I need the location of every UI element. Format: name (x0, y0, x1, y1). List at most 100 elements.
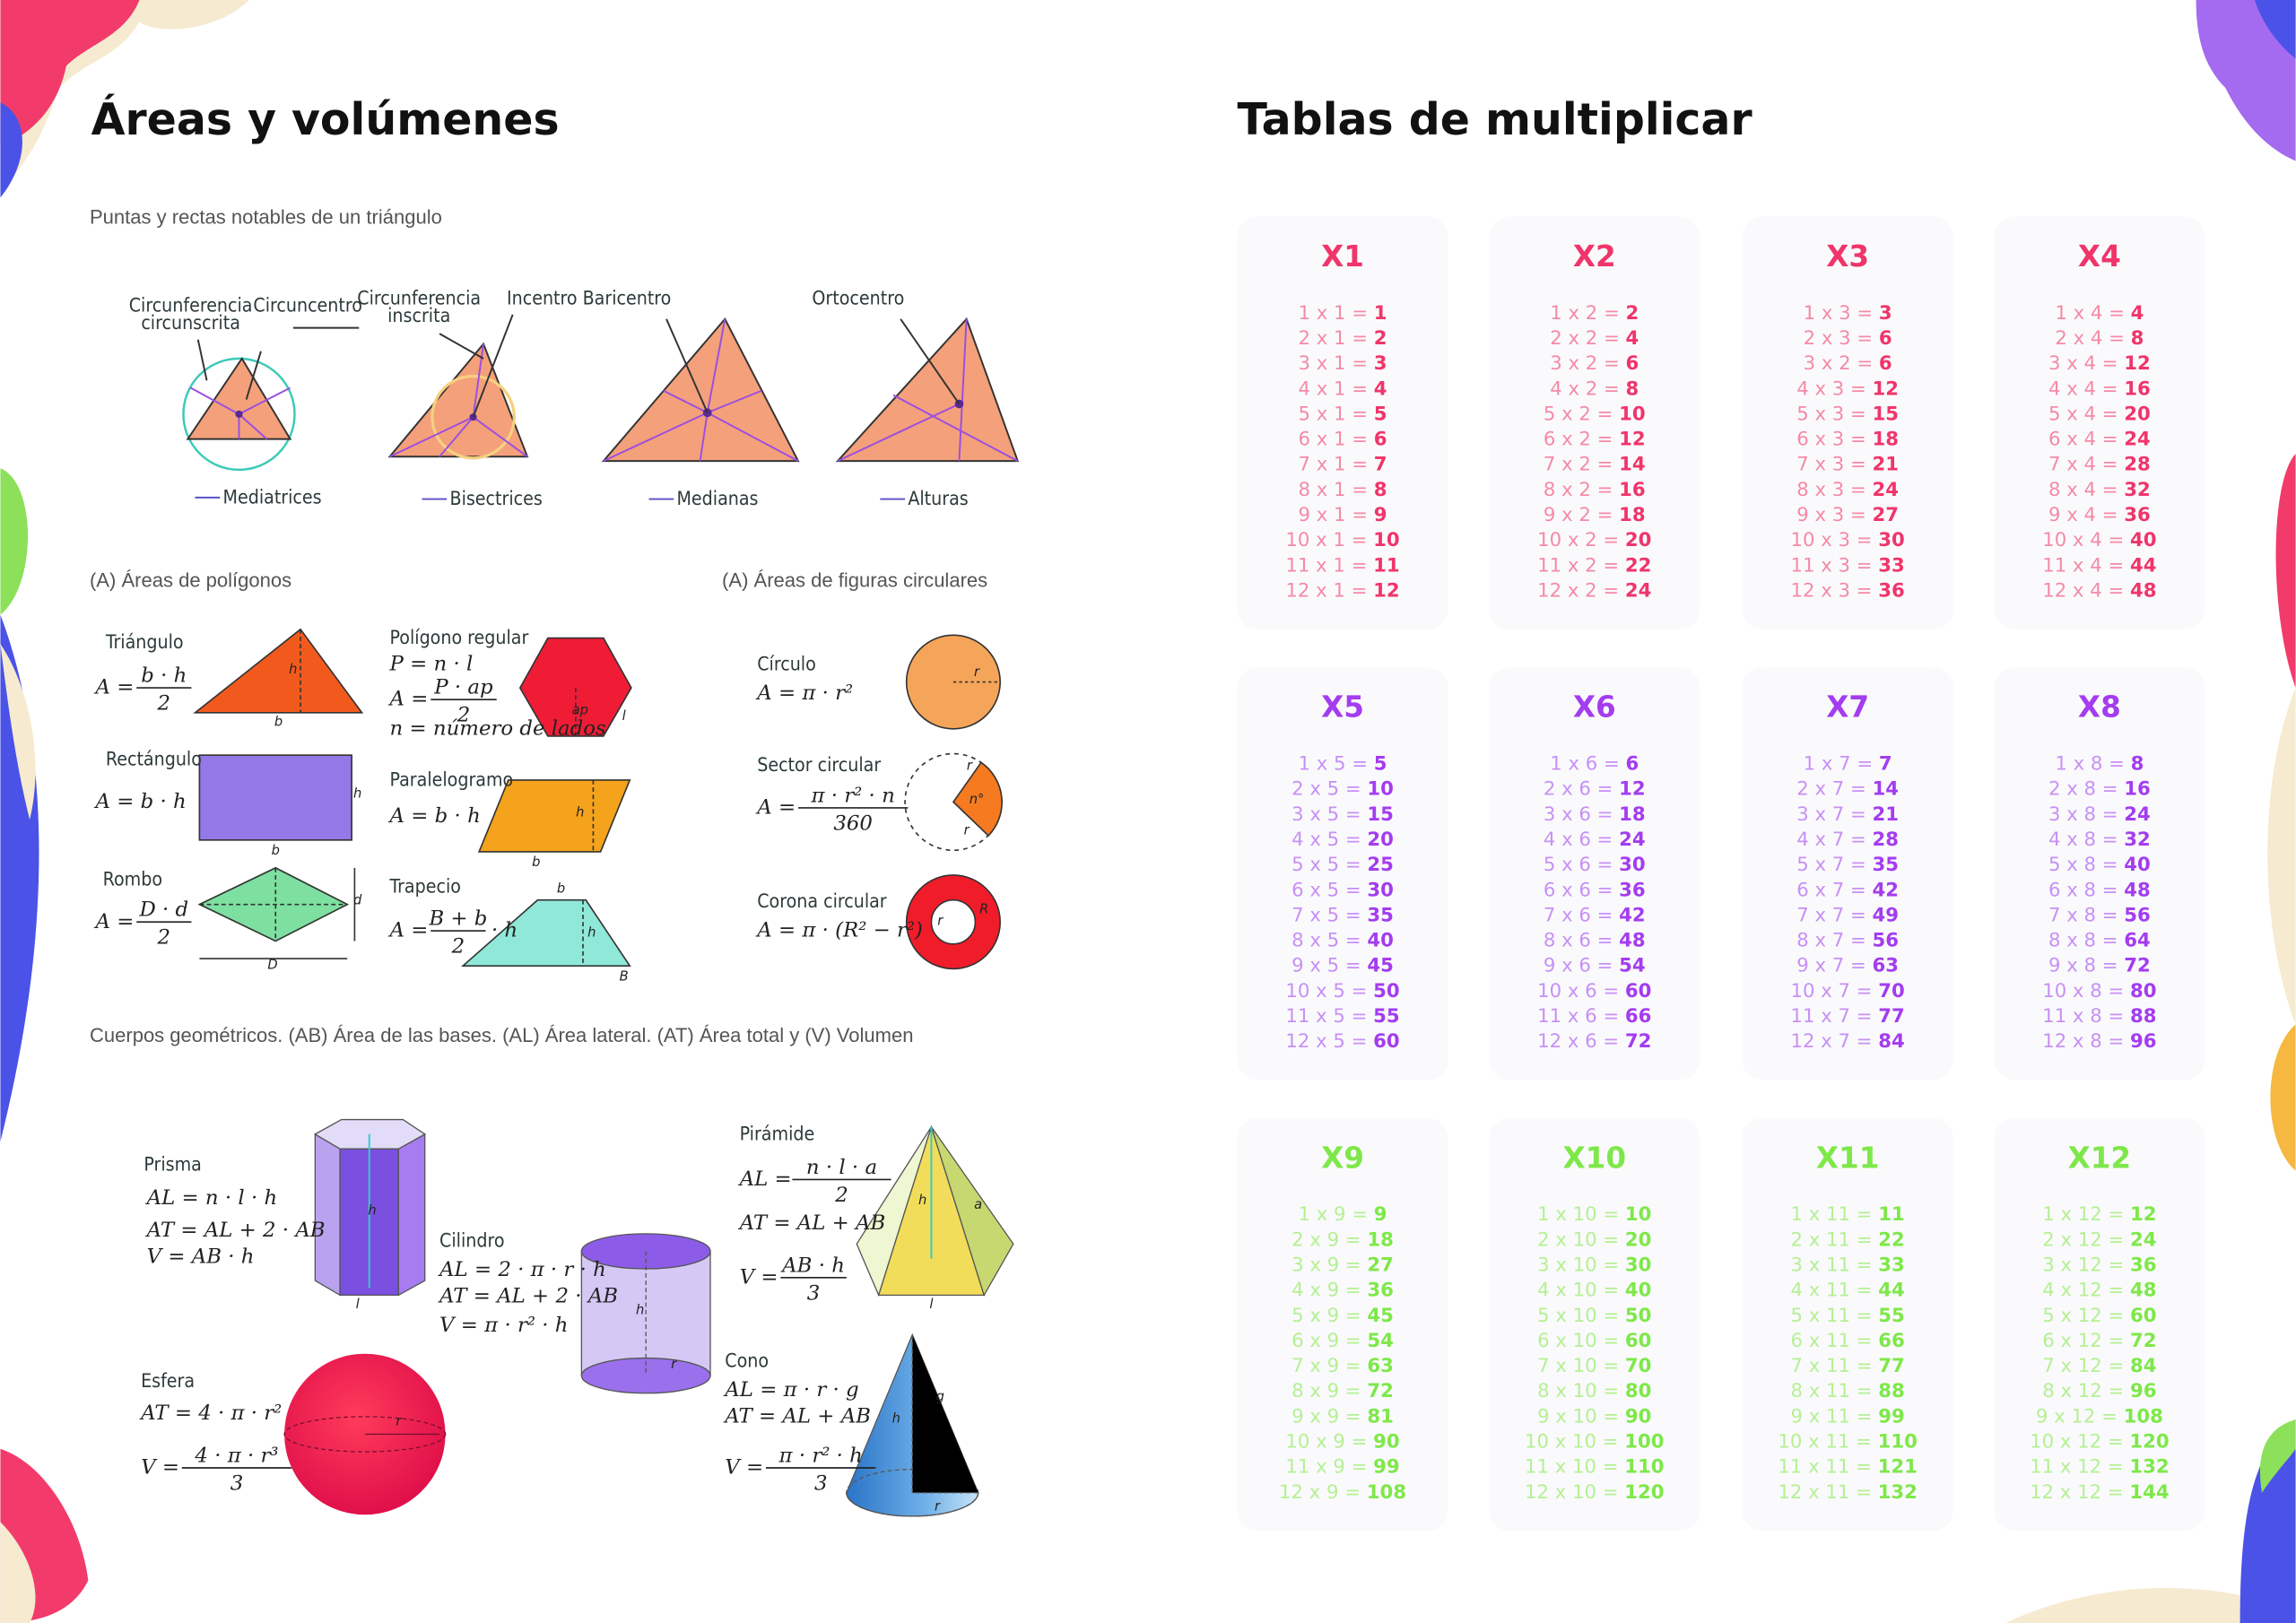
row-result: 110 (1624, 1456, 1664, 1479)
row-result: 55 (1373, 1005, 1400, 1028)
table-row: 12 x 1 = 12 (1285, 579, 1399, 602)
table-card: X61 x 6 = 62 x 6 = 123 x 6 = 184 x 6 = 2… (1489, 667, 1700, 1081)
row-result: 90 (1625, 1405, 1652, 1428)
row-result: 84 (2130, 1355, 2157, 1377)
row-expression: 9 x 2 = (1544, 504, 1613, 526)
row-expression: 1 x 2 = (1550, 302, 1620, 325)
row-result: 15 (1367, 803, 1394, 826)
diagram-label: Ortocentro (812, 287, 904, 309)
row-expression: 11 x 1 = (1285, 554, 1367, 577)
table-row: 11 x 3 = 33 (1791, 554, 1905, 577)
row-expression: 1 x 7 = (1804, 752, 1874, 775)
row-expression: 5 x 8 = (2048, 854, 2118, 876)
row-result: 63 (1873, 955, 1900, 977)
table-row: 6 x 8 = 48 (2048, 879, 2151, 901)
table-row: 2 x 7 = 14 (1796, 778, 1899, 801)
row-expression: 8 x 1 = (1299, 479, 1369, 501)
row-result: 16 (1619, 479, 1646, 501)
formula-denominator: 2 (157, 692, 171, 716)
row-expression: 10 x 6 = (1537, 980, 1619, 1002)
row-result: 80 (1625, 1380, 1652, 1402)
formula-denominator: 2 (457, 704, 471, 727)
row-result: 10 (1367, 778, 1394, 801)
table-row: 1 x 1 = 1 (1299, 302, 1387, 325)
formula: AT = AL + 2 · AB (438, 1285, 618, 1308)
table-row: 5 x 4 = 20 (2048, 403, 2151, 425)
row-result: 30 (1878, 529, 1905, 551)
dimension-label: r (964, 822, 970, 838)
row-expression: 7 x 10 = (1537, 1355, 1619, 1377)
row-expression: 8 x 7 = (1796, 930, 1866, 952)
row-result: 60 (1373, 1030, 1400, 1053)
row-result: 2 (1374, 327, 1387, 350)
row-result: 3 (1374, 352, 1387, 375)
formula: AL = π · r · g (723, 1378, 858, 1402)
row-result: 1 (1374, 302, 1387, 325)
row-result: 25 (1367, 854, 1394, 876)
diagram-label: inscrita (387, 305, 450, 327)
table-row: 4 x 1 = 4 (1299, 378, 1387, 400)
table-row: 9 x 9 = 81 (1292, 1405, 1394, 1428)
row-result: 70 (1625, 1355, 1652, 1377)
row-expression: 2 x 2 = (1550, 327, 1620, 350)
formula: A = (388, 688, 429, 711)
table-card: X41 x 4 = 42 x 4 = 83 x 4 = 124 x 4 = 16… (1994, 216, 2205, 629)
row-result: 4 (2131, 302, 2144, 325)
row-expression: 3 x 11 = (1791, 1254, 1873, 1276)
formula-numerator: B + b (428, 907, 487, 930)
row-result: 18 (1619, 504, 1646, 526)
row-expression: 8 x 6 = (1544, 930, 1613, 952)
row-result: 16 (2124, 378, 2151, 400)
table-row: 8 x 12 = 96 (2042, 1380, 2156, 1402)
table-row: 2 x 3 = 6 (1804, 327, 1892, 350)
row-result: 66 (1625, 1005, 1652, 1028)
row-expression: 1 x 9 = (1299, 1203, 1369, 1226)
formula-numerator: P · ap (433, 676, 493, 699)
table-card: X81 x 8 = 82 x 8 = 163 x 8 = 244 x 8 = 3… (1994, 667, 2205, 1081)
row-expression: 12 x 8 = (2042, 1030, 2124, 1053)
table-row: 3 x 11 = 33 (1791, 1254, 1905, 1276)
table-row: 10 x 1 = 10 (1285, 529, 1399, 551)
row-expression: 6 x 10 = (1537, 1330, 1619, 1352)
table-row: 11 x 2 = 22 (1537, 554, 1651, 577)
table-row: 3 x 1 = 3 (1299, 352, 1387, 375)
row-result: 120 (1624, 1481, 1664, 1504)
table-row: 10 x 2 = 20 (1537, 529, 1651, 551)
row-result: 12 (1373, 579, 1400, 602)
table-row: 10 x 4 = 40 (2042, 529, 2156, 551)
formula: · h (491, 919, 517, 942)
table-row: 5 x 10 = 50 (1537, 1305, 1651, 1327)
formula: n = número de lados (390, 716, 606, 740)
formula: A = (94, 910, 135, 933)
row-result: 110 (1878, 1431, 1918, 1454)
row-expression: 9 x 9 = (1292, 1405, 1361, 1428)
row-expression: 3 x 2 = (1550, 352, 1620, 375)
row-result: 108 (2124, 1405, 2163, 1428)
diagram-label: Circunferencia (129, 295, 253, 317)
table-row: 1 x 2 = 2 (1550, 302, 1639, 325)
row-result: 60 (1625, 1330, 1652, 1352)
table-row: 9 x 7 = 63 (1796, 955, 1899, 977)
table-row: 3 x 5 = 15 (1292, 803, 1394, 826)
row-result: 28 (2124, 454, 2151, 476)
table-row: 1 x 7 = 7 (1804, 752, 1892, 775)
formula: P = n · l (389, 653, 474, 676)
formula: AT = AL + AB (723, 1404, 871, 1428)
row-expression: 1 x 1 = (1299, 302, 1369, 325)
row-result: 12 (1619, 429, 1646, 451)
table-row: 7 x 9 = 63 (1292, 1355, 1394, 1377)
row-expression: 2 x 6 = (1544, 778, 1613, 801)
row-result: 60 (2130, 1305, 2157, 1327)
row-expression: 2 x 4 = (2055, 327, 2125, 350)
row-result: 77 (1878, 1005, 1905, 1028)
table-row: 6 x 12 = 72 (2042, 1330, 2156, 1352)
row-result: 70 (1878, 980, 1905, 1002)
row-expression: 1 x 8 = (2055, 752, 2125, 775)
table-row: 8 x 6 = 48 (1544, 930, 1646, 952)
row-expression: 6 x 9 = (1292, 1330, 1361, 1352)
row-result: 36 (1367, 1280, 1394, 1302)
table-row: 5 x 7 = 35 (1796, 854, 1899, 876)
table-row: 12 x 6 = 72 (1537, 1030, 1651, 1053)
formula-denominator: 2 (451, 934, 465, 958)
